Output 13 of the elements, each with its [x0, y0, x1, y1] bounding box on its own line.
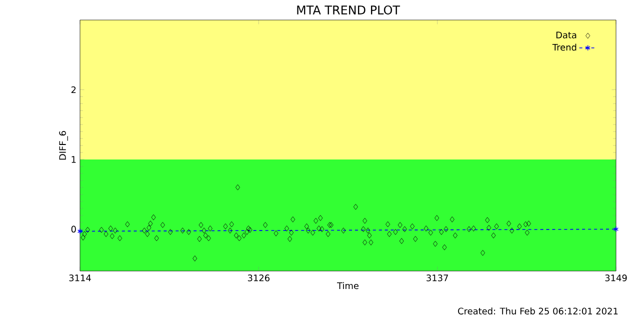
y-tick-label: 0: [71, 226, 76, 233]
x-axis-title: Time: [337, 282, 359, 290]
legend-label: Trend: [552, 44, 576, 51]
x-tick-label: 3126: [248, 274, 270, 282]
x-tick-label: 3149: [605, 274, 627, 282]
chart-title: MTA TREND PLOT: [297, 5, 400, 15]
y-tick-label: 2: [71, 86, 76, 94]
y-tick-label: 1: [72, 156, 76, 163]
x-tick-label: 3137: [426, 274, 448, 282]
x-tick-label: 3114: [69, 274, 91, 282]
text: Created: Thu Feb 25 06:12:01 2021: [458, 308, 618, 314]
y-axis-title: DIFF_6: [59, 131, 68, 160]
legend-label: Data: [556, 32, 576, 38]
